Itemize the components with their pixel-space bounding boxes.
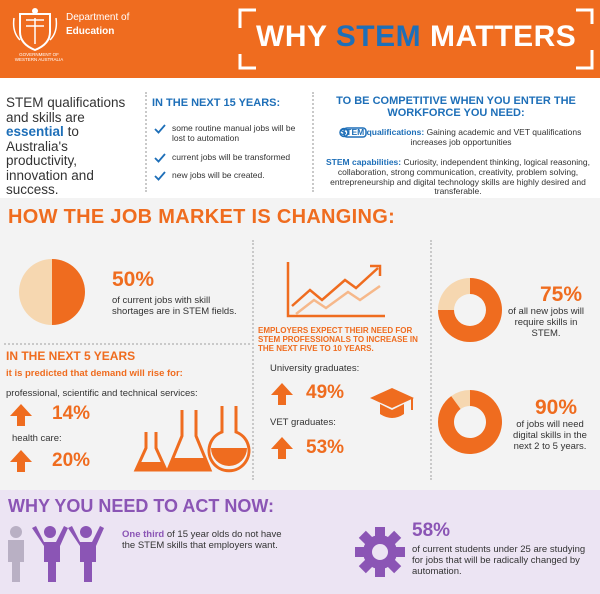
org-line2: Education	[66, 26, 115, 37]
next15-heading: IN THE NEXT 15 YEARS:	[152, 97, 281, 109]
new-jobs-label: 75%	[540, 283, 583, 306]
item-text: Gaining academic and VET qualifications …	[410, 127, 582, 147]
title-frame	[238, 8, 594, 70]
digital-text: of jobs will need digital skills in the …	[513, 419, 587, 452]
act-now-stat: One third of 15 year olds do not have th…	[122, 529, 290, 552]
new-jobs-text: of all new jobs will require skills in S…	[507, 306, 585, 339]
next5-value: 14%	[52, 403, 91, 424]
item-text: Curiosity, independent thinking, logical…	[330, 157, 590, 197]
employers-item: University graduates:	[270, 363, 360, 374]
employers-value: 49%	[306, 382, 345, 403]
title-post: MATTERS	[429, 20, 577, 53]
competitive-item: STEM qualifications: Gaining academic an…	[330, 127, 592, 148]
title-pre: WHY	[256, 20, 327, 53]
next5-subheading: it is predicted that demand will rise fo…	[6, 368, 183, 379]
org-sub: GOVERNMENT OF WESTERN AUSTRALIA	[14, 52, 64, 62]
check-text: current jobs will be transformed	[172, 151, 291, 162]
check-item: some routine manual jobs will be lost to…	[152, 123, 302, 144]
divider	[312, 92, 314, 192]
act-now-bg	[0, 490, 600, 594]
intro-post: to Australia's productivity, innovation …	[6, 124, 94, 198]
pie-slice	[52, 259, 85, 325]
digital-label: 90%	[535, 396, 578, 419]
next5-heading: IN THE NEXT 5 YEARS	[6, 349, 136, 363]
students-label: 58%	[412, 520, 451, 541]
stat-text: of 15 year olds do not have the STEM ski…	[122, 529, 282, 551]
check-icon	[154, 124, 166, 134]
divider	[145, 92, 147, 192]
intro-highlight: essential	[6, 124, 64, 140]
pie-slice	[438, 390, 502, 455]
pie-remainder	[438, 278, 470, 310]
act-now-heading: WHY YOU NEED TO ACT NOW:	[8, 496, 275, 516]
employers-heading: EMPLOYERS EXPECT THEIR NEED FOR STEM PRO…	[258, 326, 418, 354]
check-text: new jobs will be created.	[172, 170, 265, 181]
check-icon	[154, 152, 166, 163]
shortage-text: of current jobs with skill shortages are…	[112, 295, 237, 317]
stat-lead: One third	[122, 529, 165, 540]
item-lead: STEM qualifications:	[340, 127, 425, 137]
divider	[4, 343, 250, 345]
pie-slice	[438, 278, 502, 342]
check-text: some routine manual jobs will be lost to…	[172, 123, 296, 143]
students-text: of current students under 25 are studyin…	[412, 544, 586, 577]
title-highlight: STEM	[335, 20, 422, 53]
pie-remainder	[451, 390, 470, 410]
pie-remainder	[18, 259, 52, 325]
shortage-label: 50%	[112, 268, 155, 291]
competitive-item: STEM capabilities: Curiosity, independen…	[322, 157, 594, 197]
org-line1: Department of	[66, 12, 130, 23]
people-icon	[8, 526, 104, 582]
certificate-icon	[339, 127, 367, 138]
crest-logo	[12, 8, 58, 52]
intro: STEM qualifications and skills are essen…	[6, 95, 141, 198]
divider	[430, 240, 432, 480]
next5-item: health care:	[12, 433, 62, 444]
employers-value: 53%	[306, 437, 345, 458]
intro-pre: STEM qualifications and skills are	[6, 95, 126, 125]
check-icon	[154, 171, 166, 182]
check-item: current jobs will be transformed	[152, 151, 302, 163]
gear-icon	[355, 527, 405, 577]
competitive-heading: TO BE COMPETITIVE WHEN YOU ENTER THE WOR…	[336, 95, 576, 120]
job-market-heading: HOW THE JOB MARKET IS CHANGING:	[8, 206, 396, 228]
next5-item: professional, scientific and technical s…	[6, 388, 198, 399]
item-lead: STEM capabilities:	[326, 157, 402, 167]
employers-item: VET graduates:	[270, 417, 336, 428]
check-item: new jobs will be created.	[152, 170, 302, 182]
divider	[252, 240, 254, 480]
next5-value: 20%	[52, 450, 91, 471]
next15-list: some routine manual jobs will be lost to…	[152, 123, 302, 190]
header-band	[0, 0, 600, 78]
page-title: WHY STEM MATTERS	[256, 20, 576, 54]
